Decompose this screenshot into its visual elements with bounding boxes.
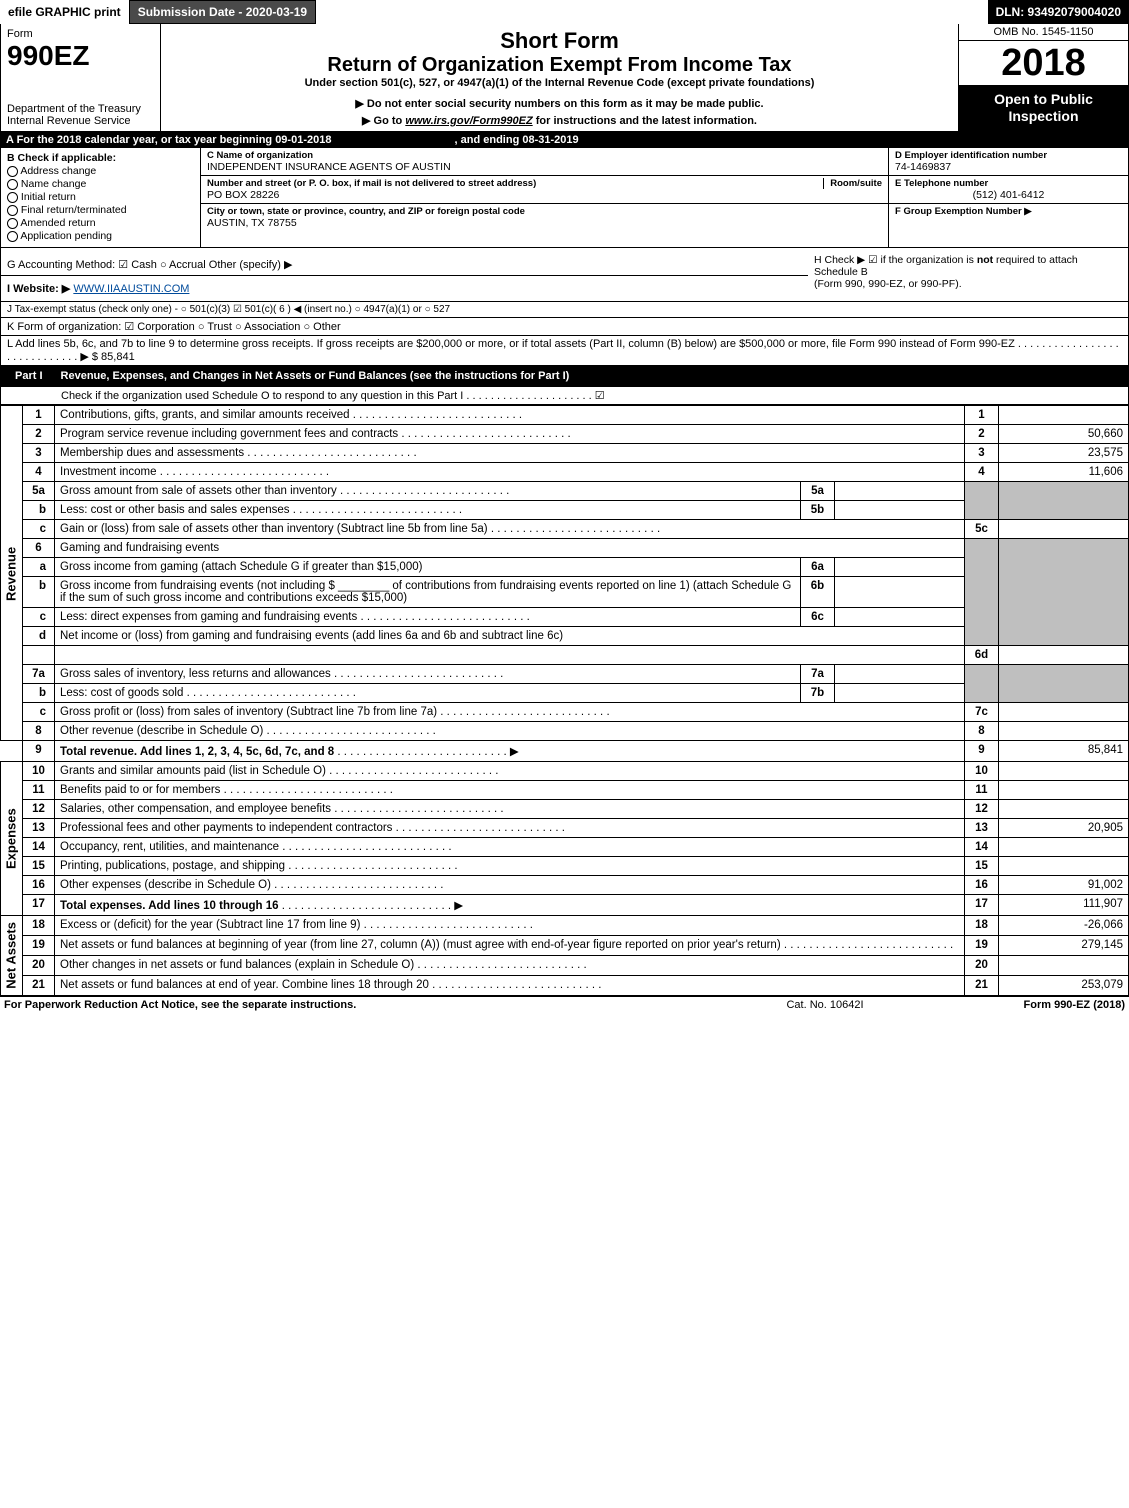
donot-note: ▶ Do not enter social security numbers o… [169, 97, 950, 110]
catalog-number: Cat. No. 10642I [725, 999, 925, 1011]
part1-title: Revenue, Expenses, and Changes in Net As… [61, 370, 1122, 382]
side-expenses: Expenses [1, 762, 23, 916]
h-check-text3: (Form 990, 990-EZ, or 990-PF). [814, 278, 962, 290]
section-b-title: B Check if applicable: [7, 152, 194, 164]
under-section: Under section 501(c), 527, or 4947(a)(1)… [169, 77, 950, 89]
l20-amount [999, 955, 1129, 975]
l5c-amount [999, 520, 1129, 539]
l14-amount [999, 838, 1129, 857]
dln: DLN: 93492079004020 [988, 0, 1129, 24]
tax-exempt-status: J Tax-exempt status (check only one) - ○… [0, 302, 1129, 318]
form-label: Form [7, 28, 154, 40]
l12-amount [999, 800, 1129, 819]
department: Department of the Treasury Internal Reve… [7, 103, 154, 127]
ein: 74-1469837 [895, 161, 1122, 173]
website-label: I Website: ▶ [7, 283, 70, 295]
row-gh: G Accounting Method: ☑ Cash ○ Accrual Ot… [0, 248, 1129, 302]
form-number: 990EZ [7, 40, 154, 72]
form-header: Form 990EZ Department of the Treasury In… [0, 24, 1129, 132]
chk-initial-return[interactable]: Initial return [7, 191, 194, 203]
l10-amount [999, 762, 1129, 781]
part1-table: Revenue 1 Contributions, gifts, grants, … [0, 405, 1129, 996]
omb-number: OMB No. 1545-1150 [959, 24, 1128, 41]
side-revenue: Revenue [1, 406, 23, 741]
d-label: D Employer identification number [895, 150, 1122, 161]
l19-amount: 279,145 [999, 935, 1129, 955]
chk-amended-return[interactable]: Amended return [7, 217, 194, 229]
side-netassets: Net Assets [1, 916, 23, 996]
top-bar: efile GRAPHIC print Submission Date - 20… [0, 0, 1129, 24]
part1-header: Part I Revenue, Expenses, and Changes in… [0, 366, 1129, 387]
l4-amount: 11,606 [999, 463, 1129, 482]
submission-date: Submission Date - 2020-03-19 [129, 0, 316, 24]
gross-receipts-amount: 85,841 [101, 351, 135, 363]
form-ref: Form 990-EZ (2018) [925, 999, 1125, 1011]
c-label: C Name of organization [207, 150, 882, 161]
l9-amount: 85,841 [999, 741, 1129, 762]
l15-amount [999, 857, 1129, 876]
footer: For Paperwork Reduction Act Notice, see … [0, 996, 1129, 1013]
chk-name-change[interactable]: Name change [7, 178, 194, 190]
l1-amount [999, 406, 1129, 425]
street-address: PO BOX 28226 [207, 189, 882, 201]
efile-label: efile GRAPHIC print [0, 0, 129, 24]
accounting-method: G Accounting Method: ☑ Cash ○ Accrual Ot… [1, 254, 808, 276]
street-label: Number and street (or P. O. box, if mail… [207, 178, 882, 189]
l16-amount: 91,002 [999, 876, 1129, 895]
org-info-block: B Check if applicable: Address change Na… [0, 148, 1129, 248]
goto-note: ▶ Go to www.irs.gov/Form990EZ for instru… [169, 114, 950, 127]
city-label: City or town, state or province, country… [207, 206, 882, 217]
telephone: (512) 401-6412 [895, 189, 1122, 201]
org-name: INDEPENDENT INSURANCE AGENTS OF AUSTIN [207, 161, 882, 173]
city-state-zip: AUSTIN, TX 78755 [207, 217, 882, 229]
irs-link[interactable]: www.irs.gov/Form990EZ [405, 115, 532, 127]
l3-amount: 23,575 [999, 444, 1129, 463]
e-label: E Telephone number [895, 178, 1122, 189]
part1-check-o: Check if the organization used Schedule … [0, 387, 1129, 405]
short-form-title: Short Form [169, 28, 950, 54]
tax-year-row: A For the 2018 calendar year, or tax yea… [0, 132, 1129, 148]
open-to-public: Open to Public Inspection [959, 85, 1128, 131]
l6d-amount [999, 646, 1129, 665]
l2-amount: 50,660 [999, 425, 1129, 444]
h-check-text1: H Check ▶ ☑ if the organization is [814, 254, 977, 266]
website-link[interactable]: WWW.IIAAUSTIN.COM [73, 283, 189, 295]
part1-tag: Part I [7, 368, 51, 384]
l21-amount: 253,079 [999, 975, 1129, 995]
chk-final-return[interactable]: Final return/terminated [7, 204, 194, 216]
return-title: Return of Organization Exempt From Incom… [169, 54, 950, 77]
l13-amount: 20,905 [999, 819, 1129, 838]
chk-application-pending[interactable]: Application pending [7, 230, 194, 242]
f-label: F Group Exemption Number ▶ [895, 206, 1122, 217]
l11-amount [999, 781, 1129, 800]
l18-amount: -26,066 [999, 916, 1129, 936]
roomsuite-label: Room/suite [823, 178, 882, 189]
chk-address-change[interactable]: Address change [7, 165, 194, 177]
form-of-organization: K Form of organization: ☑ Corporation ○ … [0, 318, 1129, 336]
gross-receipts-note: L Add lines 5b, 6c, and 7b to line 9 to … [0, 336, 1129, 366]
l17-amount: 111,907 [999, 895, 1129, 916]
l7c-amount [999, 703, 1129, 722]
tax-year: 2018 [959, 41, 1128, 85]
l8-amount [999, 722, 1129, 741]
paperwork-notice: For Paperwork Reduction Act Notice, see … [4, 999, 725, 1011]
